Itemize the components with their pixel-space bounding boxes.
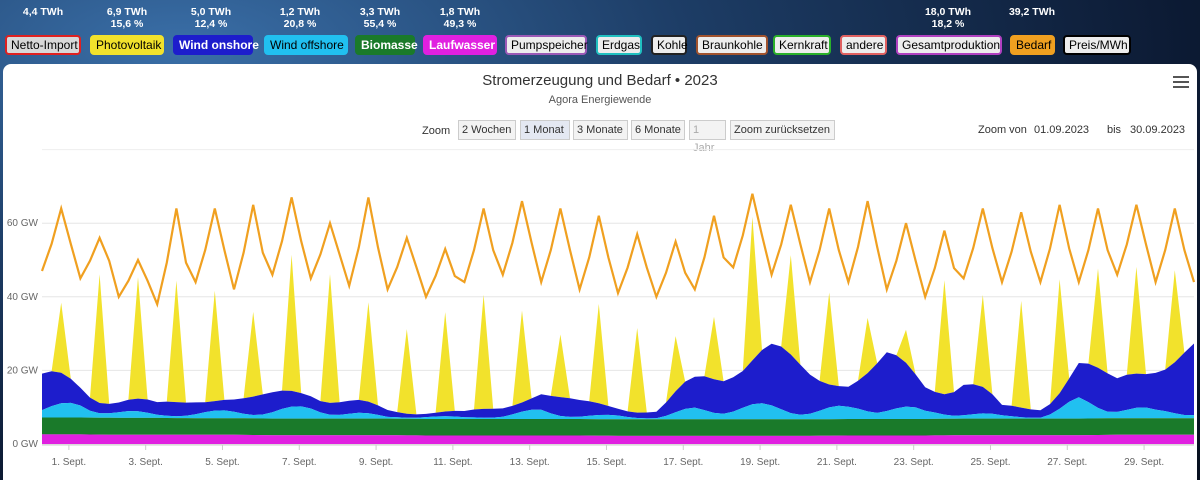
x-tick-label: 27. Sept. [1047, 457, 1087, 468]
legend-pumpspeicher[interactable]: Pumpspeicher [505, 35, 588, 55]
legend-erdgas[interactable]: Erdgas [596, 35, 642, 55]
stat-4: 3,3 TWh 55,4 % [335, 6, 425, 30]
stat-7: 39,2 TWh [987, 6, 1077, 18]
stat-value: 39,2 TWh [1008, 6, 1056, 18]
x-tick-label: 17. Sept. [663, 457, 703, 468]
stat-value: 6,9 TWh [106, 6, 148, 18]
stat-value: 5,0 TWh [190, 6, 232, 18]
legend-preis-mwh[interactable]: Preis/MWh [1063, 35, 1131, 55]
x-tick-label: 9. Sept. [359, 457, 393, 468]
stat-percent: 55,4 % [363, 18, 397, 30]
stat-value: 1,8 TWh [439, 6, 481, 18]
x-tick-label: 11. Sept. [433, 457, 472, 468]
stat-6: 18,0 TWh 18,2 % [903, 6, 993, 30]
x-tick-label: 7. Sept. [282, 457, 316, 468]
y-tick-label: 40 GW [7, 292, 39, 303]
zoom-label: Zoom [422, 125, 451, 137]
legend-braunkohle[interactable]: Braunkohle [696, 35, 768, 55]
legend-kernkraft[interactable]: Kernkraft [773, 35, 831, 55]
legend-andere[interactable]: andere [840, 35, 887, 55]
stat-percent: 15,6 % [110, 18, 144, 30]
legend-netto-import[interactable]: Netto-Import [5, 35, 81, 55]
x-tick-label: 1. Sept. [52, 457, 86, 468]
series-area-photovoltaik [42, 216, 1194, 415]
x-tick-label: 3. Sept. [128, 457, 162, 468]
series-area-laufwasser [42, 434, 1194, 444]
legend-wind-offshore[interactable]: Wind offshore [264, 35, 348, 55]
y-tick-label: 0 GW [12, 439, 38, 450]
legend-kohle[interactable]: Kohle [651, 35, 688, 55]
chart-subtitle: Agora Energiewende [548, 94, 652, 106]
stat-2: 5,0 TWh 12,4 % [166, 6, 256, 30]
x-tick-label: 21. Sept. [817, 457, 857, 468]
y-tick-label: 20 GW [7, 365, 39, 376]
y-tick-label: 60 GW [7, 218, 39, 229]
x-tick-label: 29. Sept. [1124, 457, 1164, 468]
stat-value: 1,2 TWh [279, 6, 321, 18]
stat-percent: 20,8 % [283, 18, 317, 30]
energy-chart: 0 GW 20 GW 40 GW 60 GW 1. Sept. 3. Sept. 5. Se… [7, 149, 1196, 468]
stat-value: 4,4 TWh [22, 6, 64, 18]
series-area-wind-onshore [42, 343, 1194, 419]
x-tick-label: 25. Sept. [970, 457, 1010, 468]
stat-5: 1,8 TWh 49,3 % [415, 6, 505, 30]
zoom-to-label: bis [1107, 124, 1122, 136]
zoom-button-0[interactable]: 2 Wochen [458, 120, 516, 140]
legend-photovoltaik[interactable]: Photovoltaik [90, 35, 164, 55]
x-tick-label: 13. Sept. [510, 457, 550, 468]
legend-laufwasser[interactable]: Laufwasser [423, 35, 497, 55]
legend-wind-onshore[interactable]: Wind onshore [173, 35, 259, 55]
zoom-button-4: 1 Jahr [689, 120, 726, 154]
zoom-button-3[interactable]: 6 Monate [631, 120, 685, 140]
stat-value: 3,3 TWh [359, 6, 401, 18]
series-line-bedarf [40, 193, 1196, 308]
x-tick-label: 5. Sept. [205, 457, 239, 468]
zoom-from-label: Zoom von [978, 124, 1027, 136]
stat-0: 4,4 TWh [0, 6, 88, 18]
menu-icon[interactable] [1173, 76, 1189, 90]
stat-value: 18,0 TWh [924, 6, 972, 18]
legend-bedarf[interactable]: Bedarf [1010, 35, 1055, 55]
chart-panel: Stromerzeugung und Bedarf • 2023 Agora E… [3, 64, 1197, 480]
stat-percent: 12,4 % [194, 18, 228, 30]
series-area-biomasse [42, 417, 1194, 436]
top-stats-bar: 4,4 TWh 6,9 TWh 15,6 % 5,0 TWh 12,4 % 1,2 TWh… [0, 0, 1200, 62]
legend-biomasse[interactable]: Biomasse [355, 35, 418, 55]
zoom-button-2[interactable]: 3 Monate [573, 120, 628, 140]
x-tick-label: 19. Sept. [740, 457, 780, 468]
zoom-to-date[interactable]: 30.09.2023 [1130, 124, 1186, 136]
zoom-button-1[interactable]: 1 Monat [520, 120, 570, 140]
legend-gesamtproduktion[interactable]: Gesamtproduktion [896, 35, 1002, 55]
series-area-wind-offshore [42, 397, 1194, 420]
x-tick-label: 23. Sept. [894, 457, 934, 468]
chart-title: Stromerzeugung und Bedarf • 2023 [482, 72, 718, 89]
x-tick-label: 15. Sept. [586, 457, 626, 468]
stat-3: 1,2 TWh 20,8 % [255, 6, 345, 30]
stat-1: 6,9 TWh 15,6 % [82, 6, 172, 30]
stat-percent: 49,3 % [443, 18, 477, 30]
zoom-button-5[interactable]: Zoom zurücksetzen [730, 120, 835, 140]
zoom-from-date[interactable]: 01.09.2023 [1034, 124, 1090, 136]
stat-percent: 18,2 % [931, 18, 965, 30]
